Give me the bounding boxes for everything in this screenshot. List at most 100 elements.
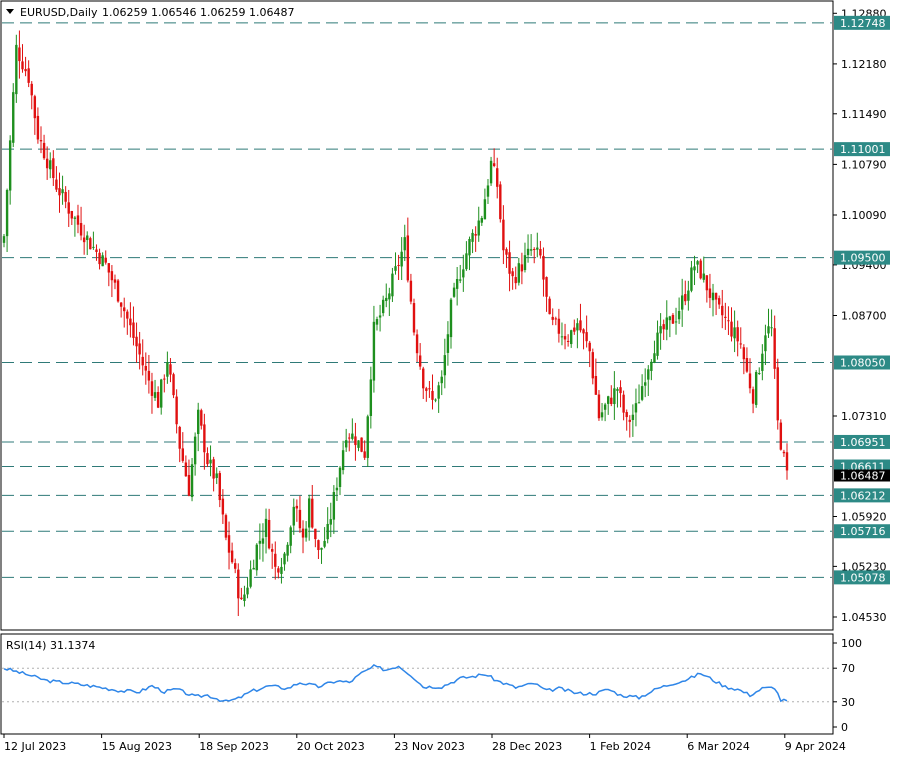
candle: [489, 156, 493, 186]
time-tick-label: 12 Jul 2023: [4, 740, 66, 753]
candle: [366, 414, 369, 467]
candle: [326, 507, 329, 544]
candle: [690, 260, 693, 293]
candle: [422, 366, 425, 399]
candle: [270, 543, 274, 569]
rsi-axis: 100 70 30 0: [833, 637, 862, 734]
candle: [468, 236, 471, 271]
candle: [354, 422, 357, 461]
candle: [193, 432, 197, 476]
level-box: [834, 355, 890, 370]
candle: [144, 352, 148, 385]
candle: [428, 380, 431, 398]
candle: [662, 319, 665, 341]
candle: [770, 309, 773, 337]
candle: [138, 331, 141, 370]
candle: [610, 385, 613, 407]
rsi-header: RSI(14) 31.1374: [6, 639, 95, 652]
candle: [579, 303, 582, 333]
candle: [585, 315, 588, 348]
candle: [200, 408, 203, 430]
candle: [298, 495, 302, 533]
candle: [369, 366, 373, 429]
rsi-line: [3, 663, 788, 703]
candle: [536, 232, 539, 258]
candle: [520, 252, 524, 285]
candle: [391, 267, 394, 302]
candle: [264, 508, 268, 554]
candle: [277, 566, 280, 579]
candle: [394, 252, 397, 275]
candle: [754, 370, 758, 408]
price-tick-label: 1.07310: [841, 410, 887, 423]
candle: [563, 323, 567, 350]
candle: [440, 370, 443, 396]
candle: [492, 148, 496, 168]
candle: [496, 157, 499, 199]
candle: [764, 324, 767, 366]
level-price-label: 1.06212: [840, 489, 886, 502]
candle: [209, 445, 212, 477]
candle: [246, 577, 249, 599]
candle: [714, 292, 718, 316]
candle: [18, 30, 21, 79]
candle: [86, 231, 89, 256]
candle: [708, 273, 712, 309]
candle: [184, 455, 188, 477]
candle: [283, 551, 286, 571]
candle: [699, 258, 702, 280]
candle: [292, 498, 295, 535]
candle: [557, 308, 561, 343]
candle: [95, 244, 98, 261]
candle: [711, 283, 715, 317]
candle: [206, 447, 209, 468]
level-box: [834, 15, 890, 30]
candle: [357, 440, 360, 452]
candle: [529, 234, 533, 256]
candle: [323, 527, 326, 549]
candle: [554, 316, 557, 326]
candle: [338, 466, 342, 496]
level-labels: 1.127481.110011.095001.080501.069511.066…: [834, 15, 890, 585]
candle: [443, 338, 447, 389]
candle: [344, 428, 348, 452]
candle: [341, 440, 345, 475]
candle: [665, 300, 668, 341]
candle: [33, 94, 37, 135]
candle: [425, 386, 428, 402]
candle: [348, 433, 351, 452]
candle: [600, 402, 604, 421]
candle: [650, 359, 653, 381]
candle: [449, 297, 453, 349]
candle: [640, 374, 644, 402]
candle: [79, 206, 83, 241]
current-price-label: 1.06487: [840, 469, 886, 482]
candle: [332, 485, 336, 534]
candle: [55, 166, 58, 193]
level-price-label: 1.09500: [840, 252, 886, 265]
candle: [671, 313, 675, 324]
price-tick-label: 1.12180: [841, 58, 887, 71]
candle: [758, 367, 761, 375]
candle: [455, 267, 459, 306]
symbol-dropdown-icon[interactable]: [6, 9, 14, 14]
candle: [156, 386, 160, 409]
candle: [320, 547, 323, 564]
candle: [773, 315, 776, 379]
candle: [628, 415, 631, 438]
level-price-label: 1.08050: [840, 356, 886, 369]
candle: [64, 186, 67, 209]
candle: [101, 252, 104, 267]
candle: [742, 344, 746, 375]
candle: [15, 34, 18, 103]
candle: [573, 319, 576, 335]
candle: [643, 368, 647, 398]
candle: [566, 334, 570, 347]
candle: [243, 585, 246, 607]
candle: [603, 402, 607, 422]
candle: [178, 425, 181, 463]
candle: [295, 499, 299, 522]
ohlc-values: 1.06259 1.06546 1.06259 1.06487: [102, 6, 294, 19]
candle: [240, 587, 243, 600]
candle: [533, 247, 536, 264]
